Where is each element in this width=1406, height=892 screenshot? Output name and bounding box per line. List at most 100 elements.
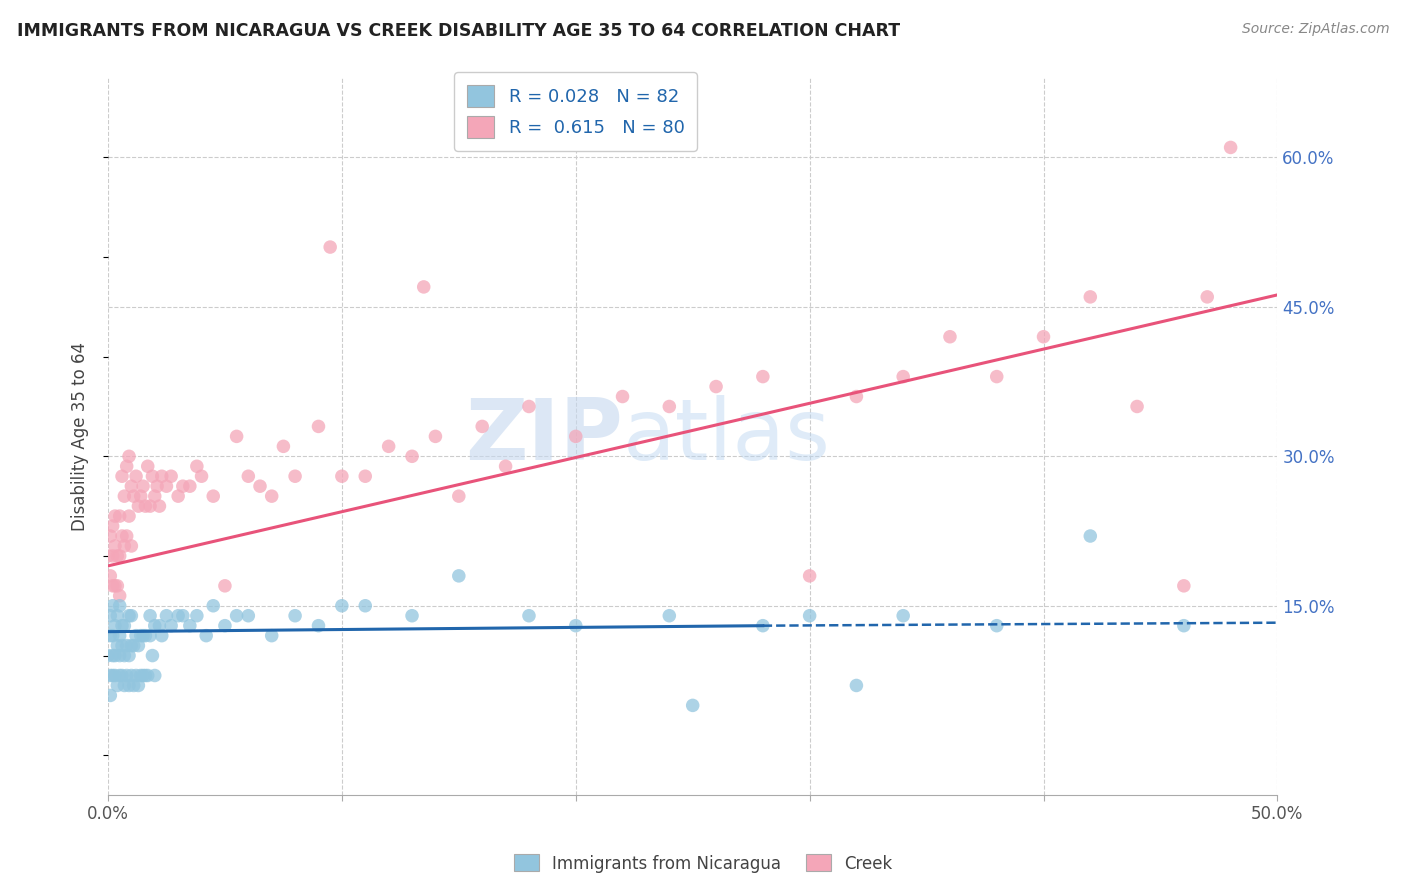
Point bbox=[127, 499, 149, 513]
Point bbox=[202, 489, 225, 503]
Point bbox=[108, 648, 131, 663]
Point bbox=[330, 599, 353, 613]
Point bbox=[799, 569, 821, 583]
Point bbox=[98, 529, 121, 543]
Point bbox=[752, 618, 775, 632]
Point bbox=[134, 499, 156, 513]
Point bbox=[658, 400, 681, 414]
Point bbox=[425, 429, 447, 443]
Text: Source: ZipAtlas.com: Source: ZipAtlas.com bbox=[1241, 22, 1389, 37]
Point bbox=[447, 489, 470, 503]
Point bbox=[141, 469, 163, 483]
Point bbox=[143, 618, 166, 632]
Point bbox=[127, 639, 149, 653]
Point bbox=[104, 668, 127, 682]
Point bbox=[845, 390, 868, 404]
Point bbox=[1197, 290, 1219, 304]
Point bbox=[115, 459, 138, 474]
Point bbox=[495, 459, 517, 474]
Point bbox=[160, 618, 183, 632]
Point bbox=[986, 369, 1008, 384]
Legend: Immigrants from Nicaragua, Creek: Immigrants from Nicaragua, Creek bbox=[508, 847, 898, 880]
Point bbox=[127, 678, 149, 692]
Point bbox=[98, 689, 121, 703]
Point bbox=[120, 668, 142, 682]
Point bbox=[155, 608, 177, 623]
Point bbox=[97, 648, 120, 663]
Point bbox=[111, 668, 134, 682]
Point bbox=[112, 678, 135, 692]
Point bbox=[1126, 400, 1149, 414]
Point bbox=[108, 549, 131, 563]
Point bbox=[118, 509, 141, 524]
Y-axis label: Disability Age 35 to 64: Disability Age 35 to 64 bbox=[72, 342, 89, 531]
Point bbox=[517, 608, 540, 623]
Point bbox=[139, 629, 162, 643]
Point bbox=[167, 489, 190, 503]
Point bbox=[186, 459, 208, 474]
Point bbox=[108, 589, 131, 603]
Point bbox=[146, 479, 169, 493]
Point bbox=[97, 549, 120, 563]
Point bbox=[118, 450, 141, 464]
Point bbox=[308, 618, 330, 632]
Point bbox=[112, 648, 135, 663]
Point bbox=[284, 608, 307, 623]
Point bbox=[1078, 529, 1101, 543]
Point bbox=[284, 469, 307, 483]
Point bbox=[139, 608, 162, 623]
Point bbox=[249, 479, 271, 493]
Point bbox=[225, 429, 247, 443]
Point bbox=[167, 608, 190, 623]
Point bbox=[101, 579, 124, 593]
Point bbox=[136, 459, 159, 474]
Point bbox=[377, 439, 399, 453]
Point bbox=[1173, 618, 1195, 632]
Point bbox=[122, 489, 145, 503]
Point bbox=[1219, 140, 1241, 154]
Point bbox=[1078, 290, 1101, 304]
Point bbox=[118, 608, 141, 623]
Point bbox=[986, 618, 1008, 632]
Point bbox=[136, 668, 159, 682]
Point bbox=[891, 608, 914, 623]
Point bbox=[122, 678, 145, 692]
Point bbox=[129, 489, 152, 503]
Point bbox=[105, 608, 128, 623]
Point bbox=[98, 668, 121, 682]
Point bbox=[132, 629, 155, 643]
Point bbox=[752, 369, 775, 384]
Point bbox=[150, 469, 173, 483]
Point bbox=[134, 629, 156, 643]
Legend: R = 0.028   N = 82, R =  0.615   N = 80: R = 0.028 N = 82, R = 0.615 N = 80 bbox=[454, 72, 697, 151]
Point bbox=[120, 608, 142, 623]
Point bbox=[129, 629, 152, 643]
Point bbox=[845, 678, 868, 692]
Point bbox=[98, 629, 121, 643]
Point bbox=[214, 579, 236, 593]
Point bbox=[401, 608, 423, 623]
Point bbox=[132, 668, 155, 682]
Point bbox=[172, 479, 194, 493]
Point bbox=[134, 668, 156, 682]
Point bbox=[186, 608, 208, 623]
Point bbox=[101, 549, 124, 563]
Point bbox=[517, 400, 540, 414]
Point bbox=[179, 479, 201, 493]
Point bbox=[104, 509, 127, 524]
Point bbox=[160, 469, 183, 483]
Point bbox=[108, 509, 131, 524]
Point bbox=[125, 629, 148, 643]
Point bbox=[112, 539, 135, 553]
Point bbox=[101, 668, 124, 682]
Point bbox=[111, 618, 134, 632]
Point bbox=[118, 648, 141, 663]
Point bbox=[139, 499, 162, 513]
Point bbox=[238, 608, 260, 623]
Point bbox=[354, 469, 377, 483]
Point bbox=[120, 539, 142, 553]
Point bbox=[101, 629, 124, 643]
Point bbox=[148, 499, 170, 513]
Point bbox=[682, 698, 704, 713]
Point bbox=[704, 379, 727, 393]
